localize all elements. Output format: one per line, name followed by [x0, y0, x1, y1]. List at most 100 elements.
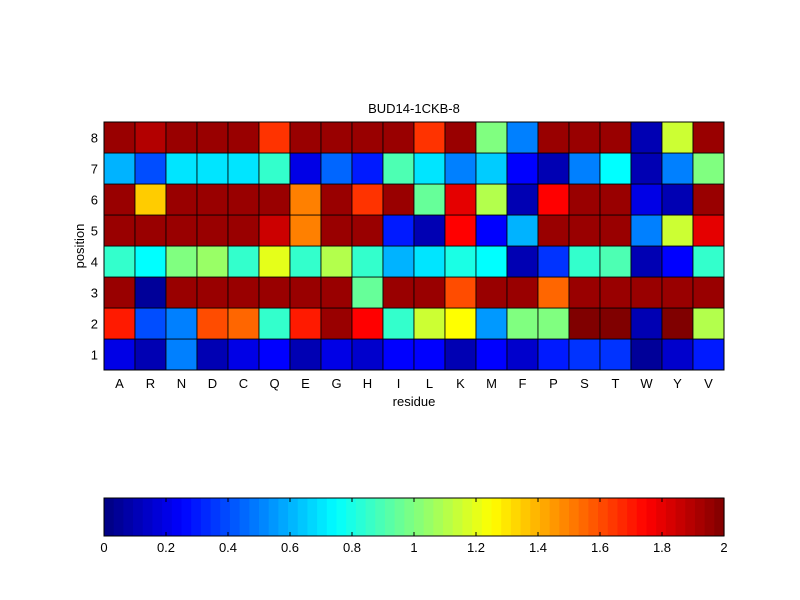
- heatmap-cell-K-8: [444, 121, 477, 154]
- heatmap-cell-C-3: [227, 276, 260, 309]
- colorbar-swatch: [598, 498, 609, 536]
- y-tick-label: 4: [91, 255, 98, 270]
- x-tick-label: N: [177, 376, 186, 391]
- heatmap-cell-W-3: [630, 276, 663, 309]
- colorbar-tick-label: 0.8: [343, 540, 361, 555]
- heatmap-cell-T-5: [599, 214, 632, 247]
- heatmap-cell-E-4: [289, 245, 322, 278]
- heatmap-cell-T-2: [599, 307, 632, 340]
- colorbar-swatch: [288, 498, 299, 536]
- heatmap-cell-S-2: [568, 307, 601, 340]
- heatmap-cell-V-8: [692, 121, 725, 154]
- colorbar-swatch: [588, 498, 599, 536]
- heatmap-cell-Q-6: [258, 183, 291, 216]
- heatmap-cell-M-7: [475, 152, 508, 185]
- heatmap-cell-K-3: [444, 276, 477, 309]
- heatmap-cell-A-1: [103, 338, 136, 371]
- heatmap-cell-N-8: [165, 121, 198, 154]
- heatmap-cell-F-7: [506, 152, 539, 185]
- heatmap-cell-F-2: [506, 307, 539, 340]
- colorbar-swatch: [704, 498, 715, 536]
- heatmap-cell-Q-5: [258, 214, 291, 247]
- y-tick-label: 3: [91, 286, 98, 301]
- colorbar-swatch: [665, 498, 677, 536]
- heatmap-cell-R-2: [134, 307, 167, 340]
- colorbar-swatch: [229, 498, 241, 536]
- y-axis-label: position: [72, 224, 87, 269]
- heatmap-cell-G-4: [320, 245, 353, 278]
- colorbar-tick-label: 0.4: [219, 540, 237, 555]
- colorbar-tick-label: 0.6: [281, 540, 299, 555]
- x-axis-label: residue: [393, 394, 436, 409]
- colorbar-tick-label: 2: [720, 540, 727, 555]
- colorbar-swatch: [113, 498, 124, 536]
- colorbar-swatch: [210, 498, 221, 536]
- heatmap-cell-R-3: [134, 276, 167, 309]
- heatmap-cell-G-8: [320, 121, 353, 154]
- x-tick-label: D: [208, 376, 217, 391]
- heatmap-cell-P-3: [537, 276, 570, 309]
- heatmap-cell-P-7: [537, 152, 570, 185]
- heatmap-cell-E-8: [289, 121, 322, 154]
- colorbar-swatch: [346, 498, 357, 536]
- colorbar-swatch: [384, 498, 396, 536]
- heatmap-cell-W-8: [630, 121, 663, 154]
- colorbar-swatch: [297, 498, 309, 536]
- heatmap-cell-M-5: [475, 214, 508, 247]
- heatmap-cell-H-4: [351, 245, 384, 278]
- colorbar-swatch: [249, 498, 260, 536]
- heatmap-cell-I-3: [382, 276, 415, 309]
- y-tick-label: 2: [91, 317, 98, 332]
- heatmap-cell-F-8: [506, 121, 539, 154]
- heatmap-cell-L-8: [413, 121, 446, 154]
- colorbar-tick-label: 1.4: [529, 540, 547, 555]
- heatmap-cell-S-6: [568, 183, 601, 216]
- heatmap-cell-M-3: [475, 276, 508, 309]
- heatmap-cell-G-3: [320, 276, 353, 309]
- x-tick-label: K: [456, 376, 465, 391]
- colorbar-swatch: [569, 498, 580, 536]
- heatmap-cell-Q-1: [258, 338, 291, 371]
- heatmap-cell-V-2: [692, 307, 725, 340]
- heatmap-cell-F-4: [506, 245, 539, 278]
- x-tick-label: Y: [673, 376, 682, 391]
- colorbar-swatch: [617, 498, 628, 536]
- heatmap-cell-D-7: [196, 152, 229, 185]
- heatmap-cell-N-7: [165, 152, 198, 185]
- heatmap-cell-H-8: [351, 121, 384, 154]
- heatmap-cell-K-5: [444, 214, 477, 247]
- heatmap-cell-D-5: [196, 214, 229, 247]
- heatmap-cell-Y-4: [661, 245, 694, 278]
- colorbar-swatch: [152, 498, 163, 536]
- colorbar-swatch: [375, 498, 386, 536]
- heatmap-cell-H-6: [351, 183, 384, 216]
- heatmap-frame: [103, 121, 725, 371]
- heatmap-cell-V-1: [692, 338, 725, 371]
- colorbar-swatch: [636, 498, 648, 536]
- colorbar-swatch: [414, 498, 425, 536]
- heatmap-cell-E-7: [289, 152, 322, 185]
- x-tick-label: Q: [269, 376, 279, 391]
- heatmap-cell-V-3: [692, 276, 725, 309]
- heatmap-cell-T-4: [599, 245, 632, 278]
- heatmap-cell-N-2: [165, 307, 198, 340]
- x-tick-label: T: [612, 376, 620, 391]
- heatmap-cell-H-7: [351, 152, 384, 185]
- heatmap-cell-Y-2: [661, 307, 694, 340]
- heatmap-cell-M-6: [475, 183, 508, 216]
- heatmap-cell-V-4: [692, 245, 725, 278]
- heatmap-cell-Q-2: [258, 307, 291, 340]
- heatmap-cell-C-4: [227, 245, 260, 278]
- colorbar-swatch: [607, 498, 619, 536]
- heatmap-cell-V-7: [692, 152, 725, 185]
- heatmap-cell-E-2: [289, 307, 322, 340]
- colorbar-swatch: [307, 498, 318, 536]
- heatmap-cell-R-8: [134, 121, 167, 154]
- y-tick-label: 7: [91, 162, 98, 177]
- heatmap-cell-L-7: [413, 152, 446, 185]
- colorbar-swatch: [443, 498, 454, 536]
- colorbar-swatch: [433, 498, 444, 536]
- heatmap-cell-C-6: [227, 183, 260, 216]
- colorbar-swatch: [142, 498, 154, 536]
- y-tick-label: 1: [91, 348, 98, 363]
